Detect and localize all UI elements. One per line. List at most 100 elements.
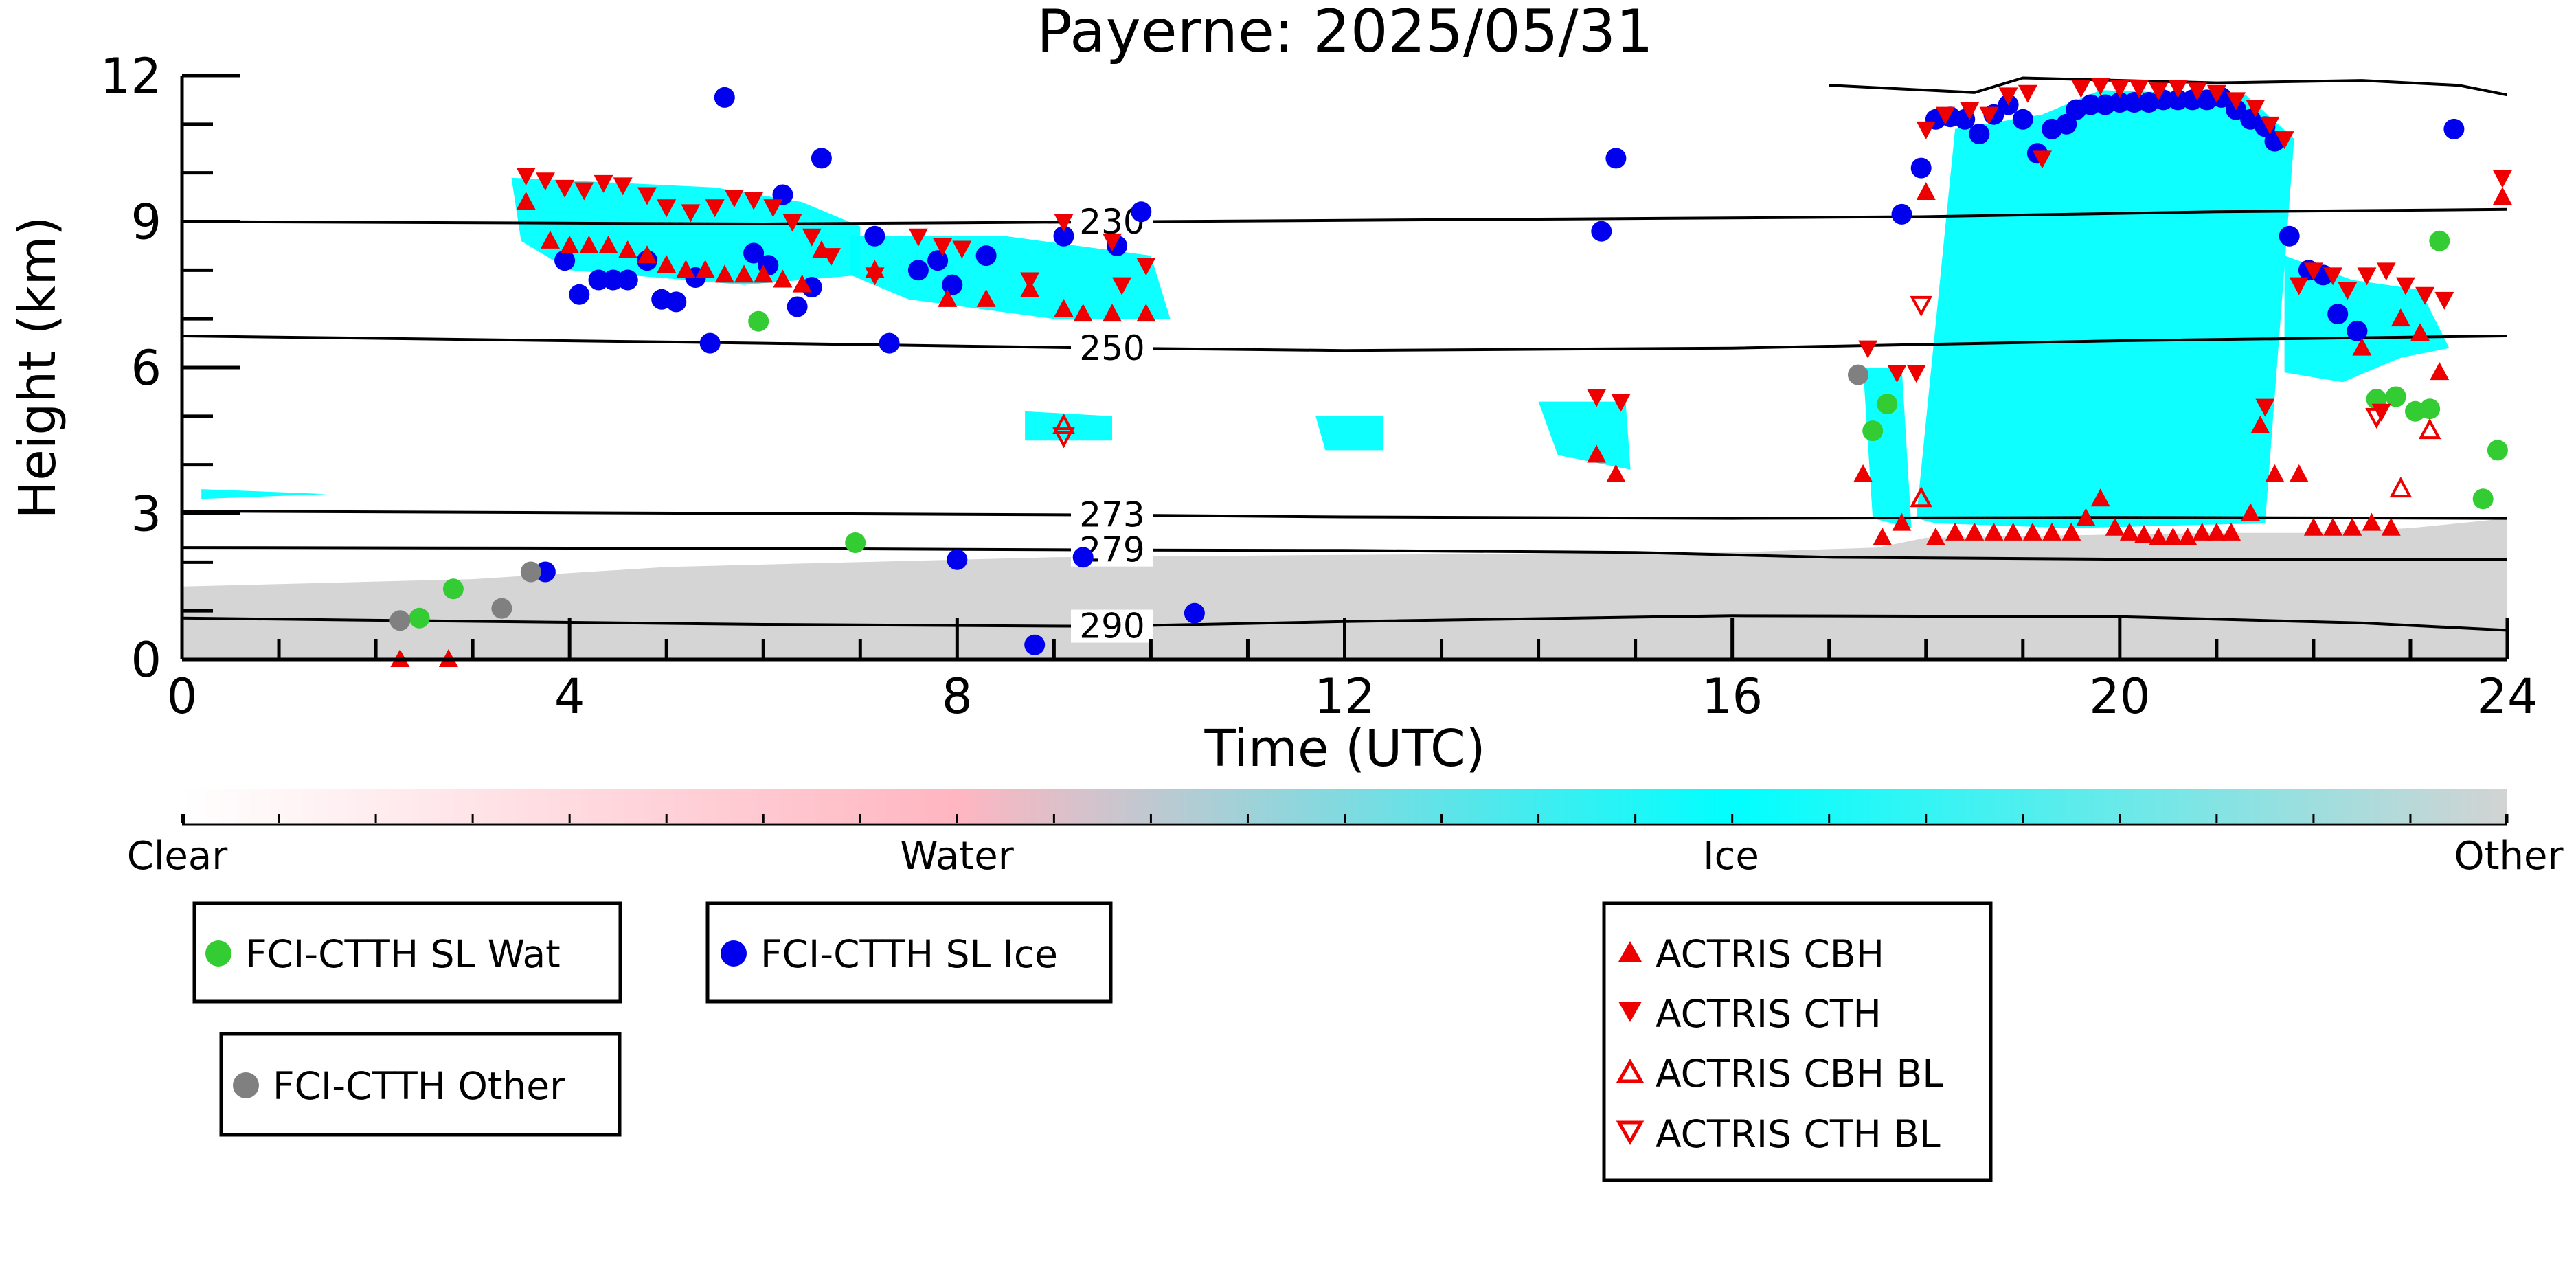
point-wat-5 <box>1877 394 1898 415</box>
point-cth-45 <box>2226 92 2246 111</box>
point-ice-5 <box>617 269 638 291</box>
isotherm-250 <box>182 335 2507 352</box>
point-cth-40 <box>2129 80 2149 98</box>
legend-label-cbh-bl: ACTRIS CBH BL <box>1656 1052 1943 1096</box>
point-ice-25 <box>1024 634 1046 655</box>
x-tick-label-4: 4 <box>554 668 585 725</box>
point-cbh-42 <box>2105 517 2125 536</box>
point-cbh-62 <box>2410 323 2430 341</box>
point-cbh-37 <box>2022 522 2042 541</box>
point-cbh-35 <box>1984 522 2004 541</box>
point-cth-43 <box>2187 82 2207 101</box>
tropopause-line <box>1829 76 2507 97</box>
legend-marker-cth <box>1618 1002 1642 1022</box>
isotherm-label-250: 250 <box>1079 328 1144 368</box>
point-cbh-4 <box>560 235 580 253</box>
point-cth-38 <box>2090 78 2110 96</box>
point-cth-58 <box>2492 170 2512 188</box>
cloud-mask-ice-7 <box>1538 401 1631 470</box>
point-ice-11 <box>714 87 735 108</box>
point-cbh-44 <box>2134 525 2154 543</box>
point-cbh-2 <box>516 192 536 210</box>
y-tick-label-0: 0 <box>131 632 161 688</box>
point-cth-48 <box>2274 131 2294 150</box>
point-ice-26 <box>1053 225 1074 247</box>
point-cbh-23 <box>1073 304 1093 322</box>
point-cbh-3 <box>540 230 560 249</box>
chart-title: Payerne: 2025/05/31 <box>1037 0 1653 66</box>
point-cbh-64 <box>2492 187 2512 205</box>
point-cbh-6 <box>598 235 618 253</box>
point-wat-3 <box>845 532 866 553</box>
point-ice-4 <box>602 269 624 291</box>
point-cbh-43 <box>2119 522 2139 541</box>
point-cth-bl-0 <box>1052 427 1075 449</box>
point-cbh-32 <box>1925 527 1945 545</box>
x-axis-label: Time (UTC) <box>1204 719 1485 778</box>
point-cbh-54 <box>2289 464 2309 482</box>
colorbar-label-other: Other <box>2454 834 2564 879</box>
point-cth-bl-2 <box>2365 407 2388 429</box>
point-cbh-47 <box>2178 527 2197 545</box>
point-ice-1 <box>554 250 576 271</box>
point-cth-32 <box>1960 102 1980 120</box>
point-cth-27 <box>1858 340 1878 359</box>
point-cth-21 <box>1054 214 1074 232</box>
colorbar-label-ice: Ice <box>1703 834 1759 879</box>
point-cbh-50 <box>2222 522 2241 541</box>
point-cbh-24 <box>1103 304 1122 322</box>
legend-label-cth-bl: ACTRIS CTH BL <box>1656 1112 1941 1156</box>
x-tick-label-20: 20 <box>2089 668 2150 725</box>
point-ice-23 <box>947 549 968 570</box>
point-cbh-16 <box>792 274 812 293</box>
point-cbh-27 <box>1606 464 1626 482</box>
point-ice-52 <box>2167 89 2189 111</box>
point-wat-9 <box>2419 398 2441 420</box>
point-cth-15 <box>821 248 841 267</box>
point-wat-10 <box>2429 230 2450 251</box>
point-cth-49 <box>2289 277 2309 295</box>
point-cbh-26 <box>1587 444 1607 463</box>
point-cth-39 <box>2110 80 2129 98</box>
point-ice-38 <box>1969 124 1990 144</box>
point-cth-14 <box>802 228 822 247</box>
point-cth-4 <box>594 174 613 193</box>
point-ice-44 <box>2056 113 2077 135</box>
point-cbh-60 <box>2352 337 2372 356</box>
point-cth-17 <box>908 228 928 247</box>
legend-box-ice: FCI-CTTH SL Ice <box>705 901 1113 1004</box>
point-wat-11 <box>2472 488 2494 510</box>
point-cbh-bl-2 <box>2389 476 2413 498</box>
legend-label-other: FCI-CTTH Other <box>273 1064 565 1108</box>
point-cbh-40 <box>2076 508 2096 526</box>
isotherm-label-bg-250 <box>1071 331 1153 365</box>
point-cth-29 <box>1906 365 1926 383</box>
point-cbh-25 <box>1136 304 1156 322</box>
point-cbh-5 <box>579 235 599 253</box>
point-cbh-34 <box>1965 522 1985 541</box>
point-ice-32 <box>1605 148 1627 169</box>
point-ice-65 <box>2443 118 2465 139</box>
point-cth-8 <box>681 204 701 223</box>
isotherm-label-bg-273 <box>1071 498 1153 532</box>
point-cbh-19 <box>938 289 958 307</box>
legend-marker-cbh <box>1618 941 1642 962</box>
point-cbh-41 <box>2090 488 2110 507</box>
cloud-mask-ice-9 <box>201 489 328 499</box>
point-cth-31 <box>1935 106 1955 125</box>
point-cth-47 <box>2260 116 2280 135</box>
point-cbh-bl-1 <box>1910 486 1933 508</box>
point-wat-4 <box>1862 420 1884 442</box>
point-cbh-33 <box>1945 522 1965 541</box>
point-cbh-20 <box>976 289 996 307</box>
point-ice-0 <box>534 561 556 583</box>
isotherm-label-273: 273 <box>1079 495 1144 535</box>
point-cbh-39 <box>2061 522 2081 541</box>
point-ice-3 <box>588 269 609 291</box>
point-wat-0 <box>409 607 430 629</box>
point-ice-24 <box>975 245 997 267</box>
point-cth-54 <box>2376 262 2396 281</box>
point-wat-12 <box>2487 440 2508 461</box>
point-cth-12 <box>763 199 783 218</box>
point-cth-bl-1 <box>1910 295 1933 317</box>
